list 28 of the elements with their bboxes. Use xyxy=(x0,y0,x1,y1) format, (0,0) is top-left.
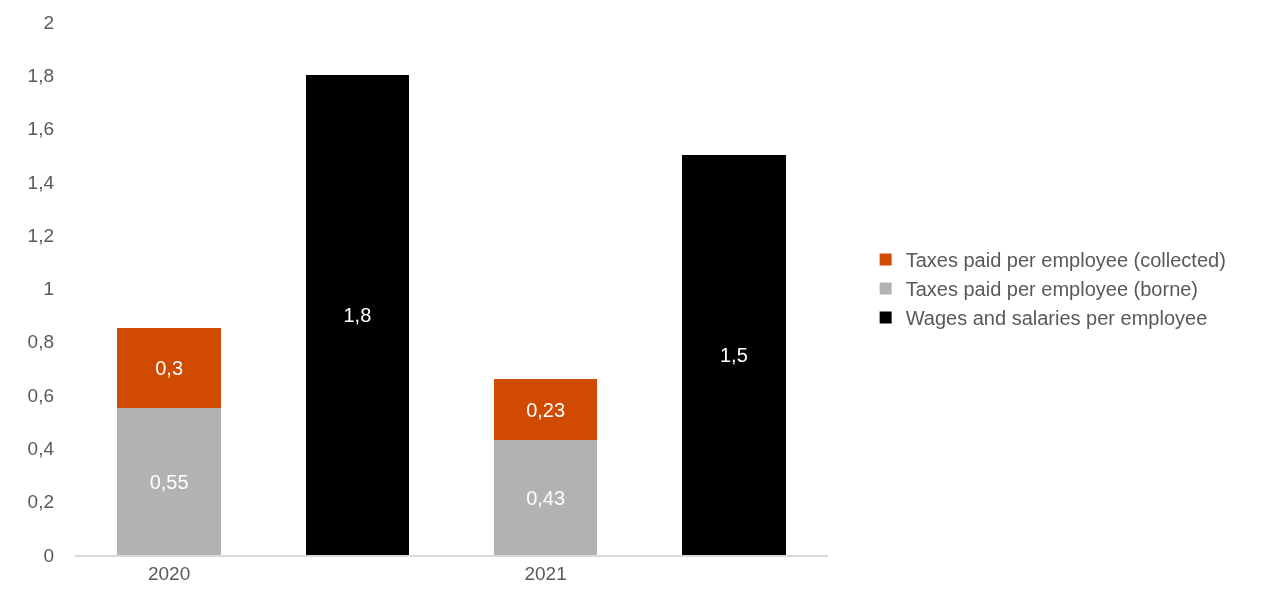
y-tick-label: 2 xyxy=(43,11,54,33)
data-label: 0,3 xyxy=(155,357,184,380)
y-tick-label: 1,2 xyxy=(27,224,54,246)
y-tick-label: 1,8 xyxy=(27,64,54,86)
legend-label: Taxes paid per employee (collected) xyxy=(905,249,1226,272)
y-tick-label: 0,8 xyxy=(27,331,54,353)
y-tick-label: 0 xyxy=(43,544,54,566)
data-label: 0,55 xyxy=(149,470,189,493)
data-label: 0,43 xyxy=(526,486,566,509)
bar xyxy=(493,379,598,441)
x-tick-label: 2021 xyxy=(524,562,567,584)
y-tick-label: 1,4 xyxy=(27,171,55,193)
legend-label: Wages and salaries per employee xyxy=(905,307,1208,330)
legend-label: Taxes paid per employee (borne) xyxy=(905,278,1199,301)
bar xyxy=(493,440,598,555)
y-tick-label: 0,2 xyxy=(27,491,54,513)
bar xyxy=(305,75,410,555)
bar xyxy=(117,408,221,555)
y-tick-label: 0,4 xyxy=(27,438,55,460)
y-tick-label: 1 xyxy=(43,278,54,300)
y-tick-label: 0,6 xyxy=(27,384,54,406)
x-tick-label: 2020 xyxy=(147,562,191,584)
data-label: 0,23 xyxy=(526,398,566,421)
data-label: 1,5 xyxy=(719,344,748,367)
bar xyxy=(117,328,221,409)
data-label: 1,8 xyxy=(343,304,372,327)
bar xyxy=(682,155,786,555)
y-tick-label: 1,6 xyxy=(27,118,54,140)
